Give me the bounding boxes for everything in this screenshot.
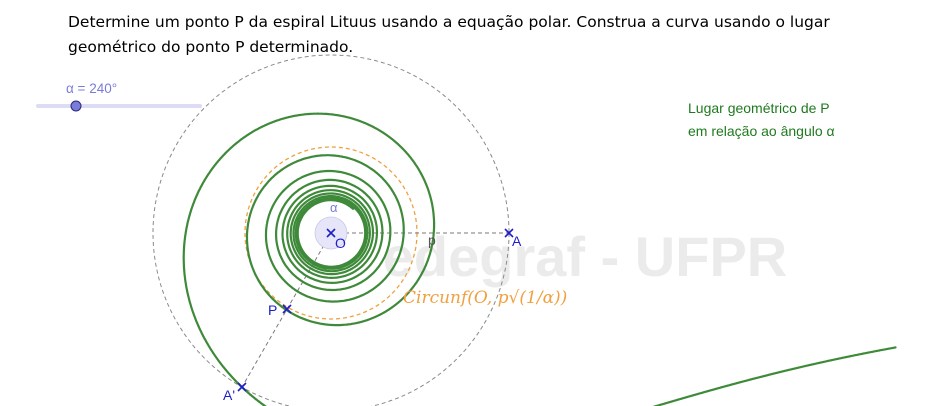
watermark: edegraf - UFPR — [383, 225, 788, 288]
p-label: p — [428, 232, 436, 248]
point-A-prime-marker[interactable] — [237, 382, 247, 392]
point-A-prime-label: A' — [223, 387, 235, 403]
point-O-label: O — [335, 235, 346, 251]
alpha-slider-label: α = 240° — [66, 81, 117, 96]
circle-label: Circunf(O, p√(1/α)) — [403, 288, 567, 308]
point-P[interactable]: P — [268, 302, 292, 318]
lituus-spiral — [182, 112, 897, 406]
point-O[interactable]: O — [326, 228, 346, 251]
point-A-label: A — [512, 233, 522, 249]
point-P-marker[interactable] — [282, 304, 292, 314]
point-P-label: P — [268, 302, 277, 318]
point-O-marker[interactable] — [326, 228, 336, 238]
ray-OA-prime — [241, 232, 332, 388]
alpha-label: α — [330, 200, 338, 215]
point-A-prime[interactable]: A' — [223, 382, 247, 403]
instructions-text: Determine um ponto P da espiral Lituus u… — [68, 13, 830, 56]
point-A-marker[interactable] — [504, 228, 514, 238]
locus-label-line1: Lugar geométrico de P — [688, 100, 830, 116]
locus-label-line2: em relação ao ângulo α — [688, 123, 835, 139]
point-A[interactable]: A — [504, 228, 522, 249]
alpha-slider-handle[interactable] — [70, 100, 82, 112]
